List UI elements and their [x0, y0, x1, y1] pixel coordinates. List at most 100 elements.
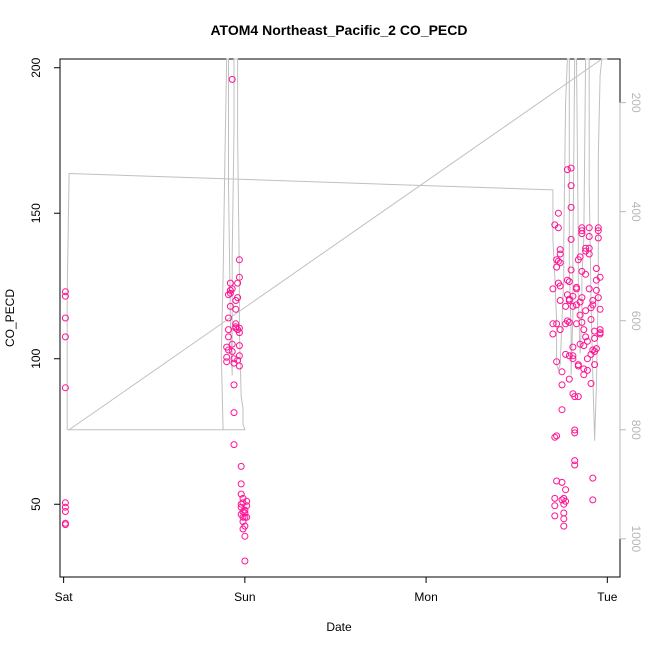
data-point	[569, 302, 577, 310]
y-tick-label: 100	[29, 348, 43, 368]
data-point	[61, 521, 69, 529]
data-point	[578, 318, 586, 326]
data-point	[230, 409, 238, 417]
data-point	[567, 164, 575, 172]
data-point	[551, 494, 559, 502]
data-point	[576, 340, 584, 348]
data-point	[589, 474, 597, 482]
data-point	[565, 318, 573, 326]
data-point	[551, 502, 559, 510]
right-tick-label: 200	[629, 93, 643, 113]
data-point	[558, 368, 566, 376]
data-point	[574, 393, 582, 401]
data-point	[569, 343, 577, 351]
data-point	[232, 305, 240, 313]
data-point	[560, 509, 568, 517]
data-point	[61, 288, 69, 296]
data-point	[61, 503, 69, 511]
data-point	[580, 326, 588, 334]
data-point	[228, 340, 236, 348]
data-point	[571, 393, 579, 401]
data-point	[580, 371, 588, 379]
data-point	[235, 362, 243, 370]
data-point	[571, 429, 579, 437]
data-point	[569, 352, 577, 360]
data-point	[596, 273, 604, 281]
data-point	[578, 227, 586, 235]
data-point	[241, 522, 249, 530]
x-axis-label: Date	[326, 620, 352, 634]
data-point	[235, 342, 243, 350]
data-point	[234, 294, 242, 302]
data-point	[558, 381, 566, 389]
data-point	[596, 329, 604, 337]
x-axis: Sat Sun Mon Tue	[55, 576, 618, 604]
data-point	[239, 513, 247, 521]
data-point	[596, 326, 604, 334]
y-tick-label: 150	[29, 203, 43, 223]
data-point	[225, 346, 232, 354]
data-point	[578, 224, 586, 232]
data-point	[556, 326, 564, 334]
data-point	[558, 478, 566, 486]
data-point	[596, 305, 604, 313]
y-axis-label: CO_PECD	[3, 289, 17, 347]
data-point	[582, 244, 590, 252]
data-point	[567, 182, 575, 190]
data-point	[225, 291, 232, 299]
data-point	[554, 209, 562, 217]
chart-title: ATOM4 Northeast_Pacific_2 CO_PECD	[210, 22, 467, 38]
data-point	[241, 506, 249, 514]
data-point	[241, 532, 249, 540]
data-point	[556, 297, 564, 304]
data-point	[243, 497, 251, 505]
right-axis: 200 400 600 800 1000	[619, 93, 643, 553]
data-point	[235, 256, 243, 264]
data-point	[562, 302, 570, 310]
data-point	[558, 496, 566, 504]
pressure-line-layer	[66, 58, 608, 441]
right-tick-label: 1000	[629, 525, 643, 552]
data-point	[235, 329, 243, 337]
data-point	[554, 257, 562, 265]
data-point	[585, 285, 593, 293]
data-point	[560, 522, 568, 530]
data-point	[567, 203, 575, 211]
data-point	[562, 350, 570, 358]
data-point	[556, 282, 564, 290]
data-point	[554, 224, 562, 232]
x-tick-label: Sat	[55, 590, 74, 604]
data-point	[594, 294, 602, 302]
data-point	[589, 346, 597, 354]
data-point	[228, 285, 236, 293]
data-point	[556, 259, 564, 267]
data-point	[237, 462, 245, 470]
data-point	[241, 509, 249, 517]
data-point	[578, 294, 586, 302]
data-point	[556, 246, 564, 254]
data-point	[591, 334, 599, 342]
data-point	[225, 314, 232, 322]
data-points-layer	[61, 75, 604, 565]
data-point	[587, 380, 595, 387]
x-tick-label: Mon	[414, 590, 437, 604]
data-point	[228, 348, 236, 355]
x-tick-label: Sun	[234, 590, 255, 604]
y-tick-label: 200	[29, 57, 43, 77]
data-point	[563, 166, 571, 174]
data-point	[574, 362, 582, 370]
data-point	[239, 518, 247, 526]
data-point	[571, 457, 579, 465]
data-point	[591, 361, 599, 369]
data-point	[223, 353, 231, 361]
data-point	[563, 317, 571, 325]
data-point	[576, 253, 584, 261]
data-point	[571, 461, 579, 469]
data-point	[582, 307, 590, 315]
data-point	[223, 358, 231, 366]
data-point	[567, 235, 575, 243]
data-point	[243, 513, 251, 521]
data-point	[580, 342, 588, 350]
y-tick-label: 50	[29, 497, 43, 511]
